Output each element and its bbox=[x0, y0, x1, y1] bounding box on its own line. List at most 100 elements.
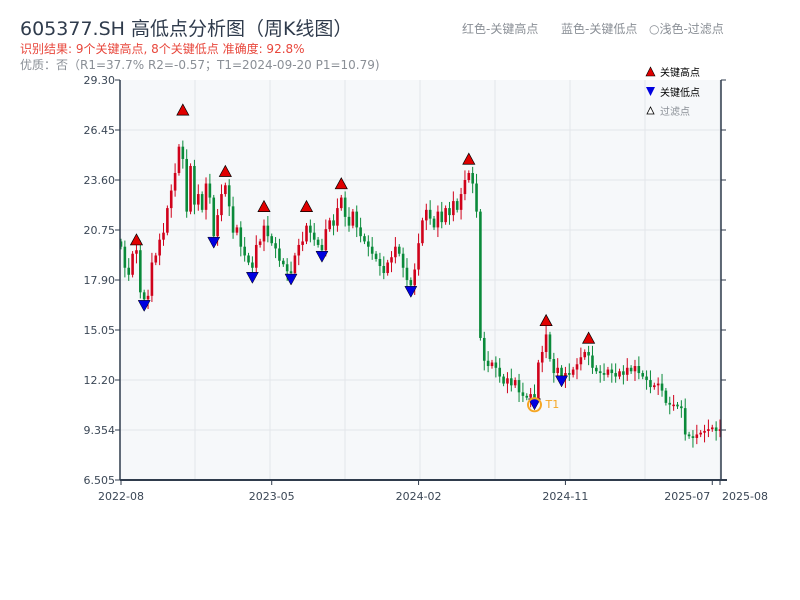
candle-body bbox=[571, 369, 575, 375]
candle-body bbox=[552, 359, 556, 374]
candle-body bbox=[463, 180, 467, 195]
t1-label: T1 bbox=[545, 398, 560, 411]
candle-body bbox=[254, 244, 258, 268]
legend-filtered: 过滤点 bbox=[660, 105, 690, 118]
candle-body bbox=[424, 209, 428, 221]
candle-body bbox=[649, 380, 652, 388]
x-tick-label: 2024-11 bbox=[542, 490, 588, 503]
candle-body bbox=[162, 232, 165, 240]
candle-body bbox=[173, 173, 177, 191]
candle-body bbox=[428, 209, 432, 219]
candle-body bbox=[262, 225, 266, 242]
candle-body bbox=[169, 190, 173, 209]
candle-body bbox=[598, 371, 602, 374]
candle-body bbox=[278, 248, 281, 261]
candle-body bbox=[498, 367, 502, 377]
legend-high-icon bbox=[645, 66, 656, 77]
candle-body bbox=[707, 429, 710, 431]
key-high-marker bbox=[257, 199, 271, 212]
candle-body bbox=[374, 253, 378, 259]
legend-filtered-icon bbox=[646, 106, 655, 115]
candle-body bbox=[282, 260, 285, 265]
candle-body bbox=[560, 367, 563, 379]
x-tick-label: 2024-02 bbox=[396, 490, 442, 503]
candle-body bbox=[459, 194, 463, 210]
candle-body bbox=[440, 211, 444, 223]
candle-body bbox=[405, 267, 409, 281]
candle-body bbox=[494, 362, 498, 368]
candle-body bbox=[587, 351, 590, 356]
y-tick-label: 6.505 bbox=[84, 474, 116, 487]
candle-body bbox=[285, 264, 289, 272]
candle-body bbox=[370, 246, 374, 254]
candle-body bbox=[436, 211, 440, 228]
candle-body bbox=[556, 367, 559, 374]
candle-body bbox=[266, 225, 270, 237]
candle-body bbox=[575, 364, 579, 370]
y-tick-label: 15.05 bbox=[84, 324, 116, 337]
candle-body bbox=[177, 146, 181, 174]
candle-body bbox=[127, 267, 131, 275]
candle-body bbox=[455, 201, 459, 210]
candle-body bbox=[645, 376, 648, 381]
candle-body bbox=[227, 185, 231, 207]
candle-body bbox=[537, 362, 540, 400]
candle-body bbox=[664, 390, 668, 403]
candle-body bbox=[231, 206, 235, 233]
candle-body bbox=[479, 211, 482, 338]
candle-body bbox=[517, 380, 521, 393]
candle-body bbox=[247, 255, 250, 263]
candle-body bbox=[235, 227, 239, 233]
candle-body bbox=[625, 367, 629, 375]
candle-body bbox=[475, 183, 478, 212]
candle-body bbox=[309, 225, 312, 233]
y-tick-label: 17.90 bbox=[84, 274, 116, 287]
candle-body bbox=[695, 434, 699, 438]
candle-body bbox=[212, 197, 216, 237]
candle-body bbox=[320, 244, 324, 251]
candle-body bbox=[297, 244, 301, 256]
candle-body bbox=[606, 369, 610, 375]
key-high-marker bbox=[218, 164, 232, 177]
candle-body bbox=[444, 208, 447, 223]
candle-body bbox=[139, 250, 142, 293]
candle-body bbox=[367, 241, 370, 247]
candle-body bbox=[243, 246, 246, 256]
x-tick-label: 2025-08 bbox=[722, 490, 768, 503]
candle-body bbox=[239, 227, 243, 247]
candle-body bbox=[510, 378, 513, 386]
candle-body bbox=[131, 253, 134, 275]
candle-body bbox=[301, 241, 304, 245]
candle-body bbox=[633, 366, 637, 372]
candle-body bbox=[421, 220, 424, 244]
legend: 关键高点 关键低点 过滤点 bbox=[645, 66, 700, 118]
candle-body bbox=[718, 429, 722, 431]
candle-body bbox=[540, 351, 544, 363]
candle-body bbox=[452, 201, 455, 216]
candle-body bbox=[382, 266, 386, 274]
chart-title: 605377.SH 高低点分析图（周K线图） bbox=[20, 18, 353, 40]
candle-body bbox=[413, 269, 417, 286]
candle-body bbox=[397, 246, 401, 254]
quality-summary: 优质：否（R1=37.7% R2=-0.57；T1=2024-09-20 P1=… bbox=[20, 58, 380, 72]
candle-body bbox=[699, 432, 702, 435]
candle-body bbox=[142, 292, 146, 300]
candle-body bbox=[224, 185, 227, 195]
key-high-marker bbox=[299, 199, 314, 212]
legend-low: 关键低点 bbox=[660, 86, 700, 99]
candle-body bbox=[618, 371, 621, 377]
candle-body bbox=[490, 362, 494, 367]
result-summary: 识别结果: 9个关键高点, 8个关键低点 准确度: 92.8% bbox=[20, 42, 305, 56]
candle-body bbox=[336, 208, 339, 226]
candle-body bbox=[687, 434, 691, 437]
candle-body bbox=[417, 243, 420, 270]
candle-body bbox=[432, 218, 436, 228]
candle-body bbox=[289, 271, 293, 274]
y-tick-label: 29.30 bbox=[84, 74, 116, 87]
candle-body bbox=[251, 262, 254, 268]
candle-body bbox=[332, 220, 335, 226]
candle-body bbox=[595, 367, 598, 372]
candle-body bbox=[548, 334, 552, 360]
candle-body bbox=[486, 360, 490, 367]
candle-body bbox=[409, 280, 413, 286]
